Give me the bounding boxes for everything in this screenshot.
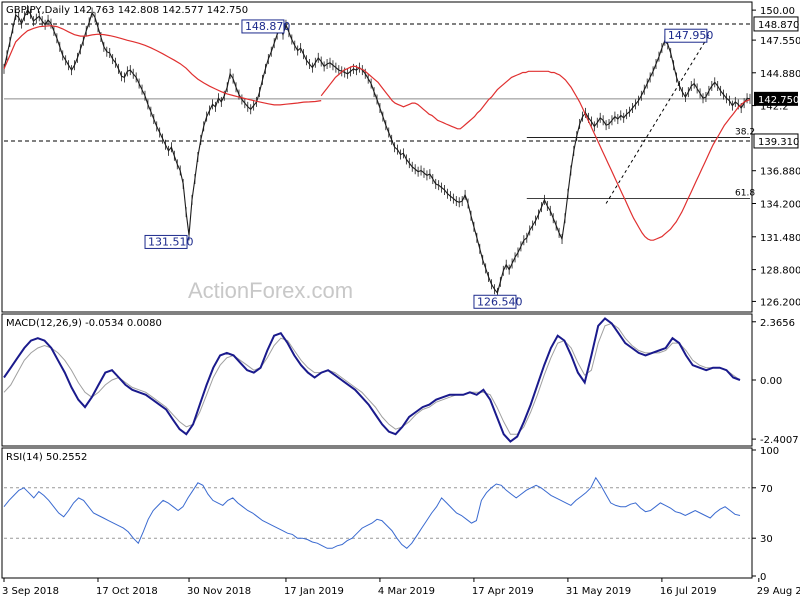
chart-header: GBPJPY,Daily 142.763 142.808 142.577 142… — [6, 5, 248, 16]
price-y-tick-label: 144.880 — [760, 69, 800, 80]
x-tick-label: 29 Aug 2019 — [757, 586, 800, 597]
x-tick-label: 16 Jul 2019 — [660, 586, 717, 597]
annotation-box — [473, 294, 517, 309]
price-y-tick-label: 142.2 — [760, 102, 789, 113]
x-tick-label: 17 Jan 2019 — [284, 586, 344, 597]
price-y-tick-label: 150.00 — [760, 6, 795, 17]
x-tick-label: 30 Nov 2018 — [187, 586, 251, 597]
macd-y-tick-label: 0.00 — [760, 376, 782, 387]
price-y-tick-label: 136.880 — [760, 167, 800, 178]
x-tick-label: 4 Mar 2019 — [378, 586, 435, 597]
rsi-panel — [1, 447, 753, 579]
price-trendline — [605, 34, 710, 204]
level-tag — [753, 133, 799, 149]
level-tag — [753, 16, 799, 32]
rsi-y-tick-label: 100 — [760, 446, 779, 457]
x-axis: 3 Sep 2018 17 Oct 2018 30 Nov 2018 17 Jan 2… — [2, 578, 800, 597]
macd-y-tick-label: 2.3656 — [760, 318, 795, 329]
macd-signal-line — [3, 322, 741, 435]
moving-average-early-line — [3, 25, 322, 106]
annotation-label: 131.510 — [148, 235, 194, 248]
price-panel — [1, 1, 753, 313]
x-tick-label: 3 Sep 2018 — [2, 586, 59, 597]
moving-average-line — [320, 65, 751, 241]
macd-layer: 2.3656 0.00 -2.4007 — [3, 317, 799, 446]
x-tick-label: 17 Oct 2018 — [96, 586, 158, 597]
annotation-label: 126.540 — [477, 295, 523, 308]
annotation-label: 148.870 — [245, 20, 291, 33]
price-y-tick-label: 128.800 — [760, 266, 800, 277]
annotation-box — [144, 234, 188, 249]
rsi-y-tick-label: 30 — [760, 534, 773, 545]
rsi-layer: 100 70 30 0 — [3, 446, 779, 583]
watermark: ActionForex.com — [188, 278, 353, 303]
macd-line — [3, 317, 741, 443]
fib-level-label: 38.2 — [735, 127, 755, 137]
rsi-y-tick-label: 70 — [760, 484, 773, 495]
price-y-tick-label: 131.480 — [760, 233, 800, 244]
level-tag-label: 148.870 — [758, 20, 799, 31]
rsi-title: RSI(14) 50.2552 — [6, 452, 87, 463]
price-y-tick-label: 134.200 — [760, 200, 800, 211]
x-tick-label: 17 Apr 2019 — [472, 586, 534, 597]
macd-panel — [1, 313, 753, 447]
x-tick-label: 31 May 2019 — [566, 586, 631, 597]
price-layer: 150.00 147.550 144.880 142.2 136.880 134.200 1… — [3, 5, 800, 309]
fib-level-label: 61.8 — [735, 189, 755, 199]
annotation-box — [664, 28, 708, 43]
annotation-box — [241, 19, 285, 34]
current-price-tag — [754, 91, 798, 106]
price-y-tick-label: 126.200 — [760, 297, 800, 308]
price-y-tick-label: 147.550 — [760, 36, 800, 47]
macd-title: MACD(12,26,9) -0.0534 0.0080 — [6, 318, 162, 329]
macd-y-tick-label: -2.4007 — [760, 435, 799, 446]
annotation-label: 147.950 — [668, 29, 714, 42]
rsi-y-tick-label: 0 — [760, 572, 766, 583]
current-price-label: 142.750 — [758, 95, 799, 106]
level-tag-label: 139.310 — [758, 137, 799, 148]
rsi-line — [3, 476, 741, 549]
